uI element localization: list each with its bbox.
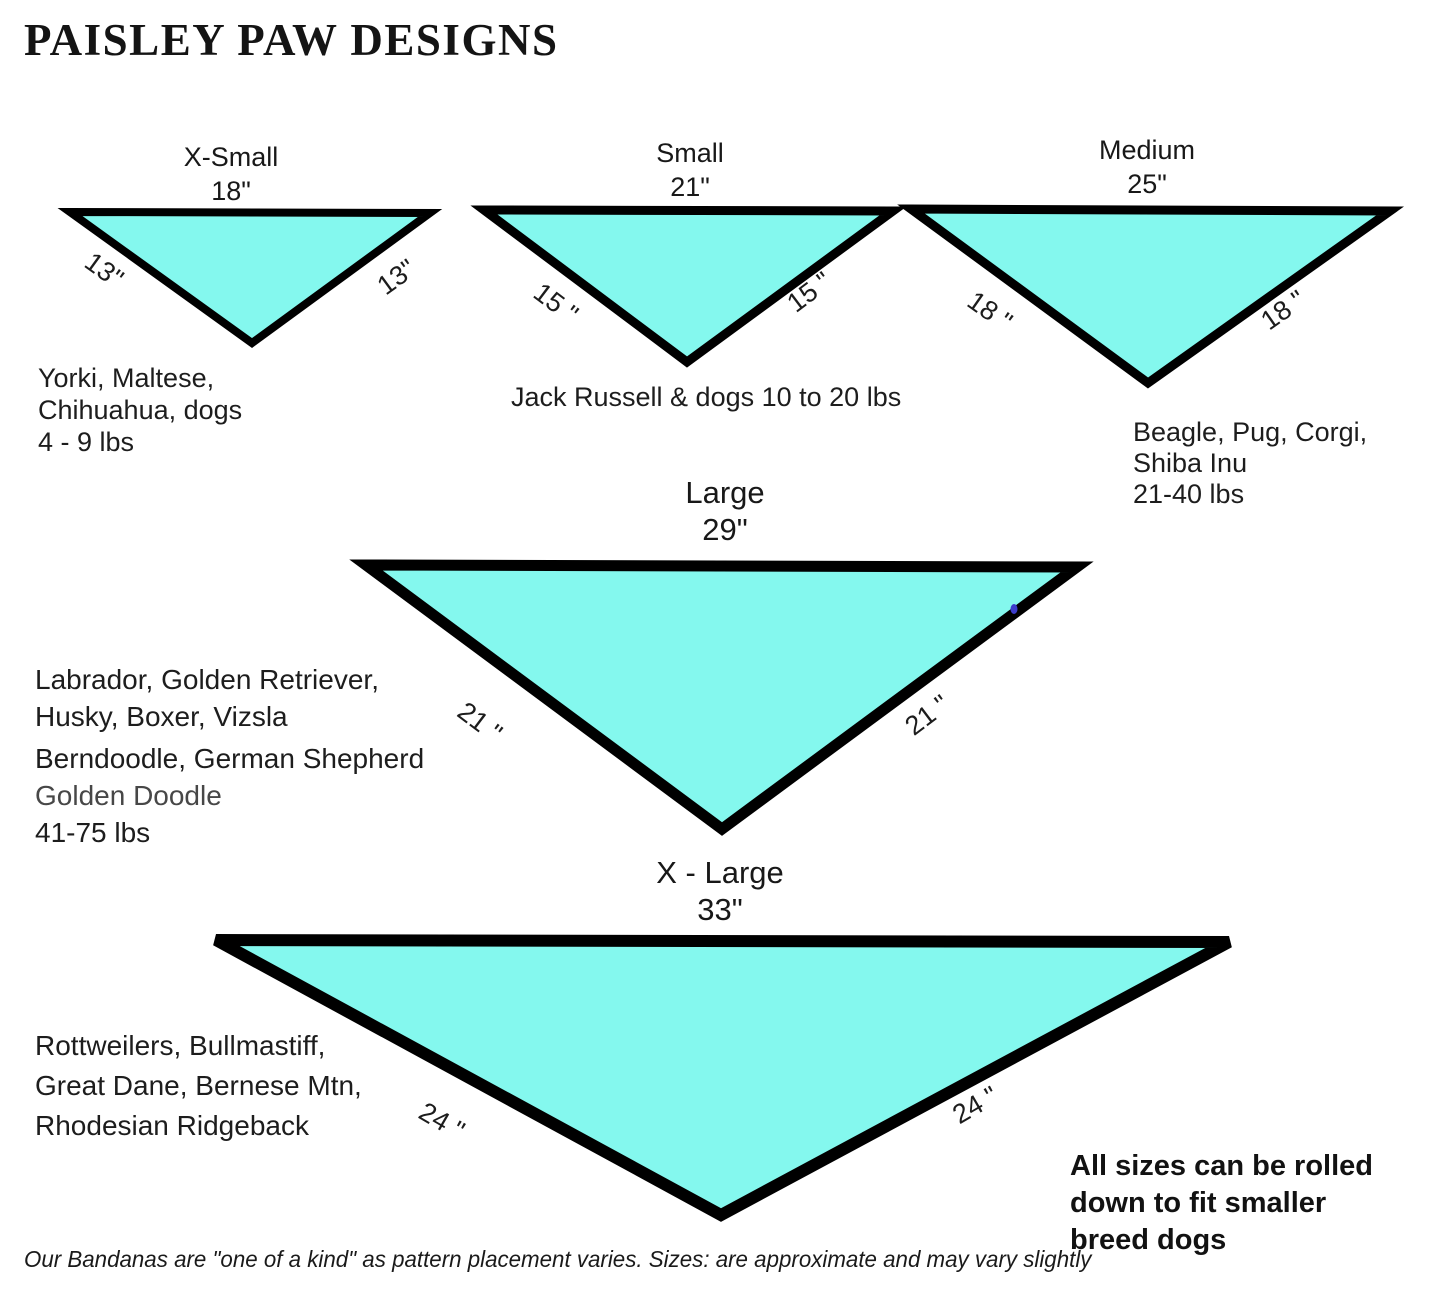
bandana-triangle-small <box>470 205 907 368</box>
size-name: Small <box>656 138 724 168</box>
size-heading-large: Large 29" <box>605 474 845 548</box>
size-tie-length: 33" <box>697 892 743 927</box>
size-heading-small: Small 21" <box>570 136 810 204</box>
breed-line: Husky, Boxer, Vizsla <box>35 701 288 732</box>
breed-line: 41-75 lbs <box>35 817 151 848</box>
size-tie-length: 25" <box>1127 169 1167 199</box>
size-heading-medium: Medium 25" <box>1027 133 1267 201</box>
size-tie-length: 29" <box>702 512 748 547</box>
breed-line: Rottweilers, Bullmastiff, <box>35 1030 326 1061</box>
breed-list-xlarge: Rottweilers, Bullmastiff, Great Dane, Be… <box>35 1026 362 1146</box>
breed-list-medium: Beagle, Pug, Corgi, Shiba Inu 21-40 lbs <box>1133 417 1367 510</box>
size-name: Large <box>685 475 765 510</box>
breed-line: 21-40 lbs <box>1133 479 1245 509</box>
breed-line: Great Dane, Bernese Mtn, <box>35 1070 362 1101</box>
size-tie-length: 18" <box>211 176 251 206</box>
breed-line: Jack Russell & dogs 10 to 20 lbs <box>511 382 902 412</box>
bandana-triangle-xsmall <box>57 207 443 348</box>
note-line: All sizes can be rolled <box>1070 1150 1373 1182</box>
brand-title: PAISLEY PAW DESIGNS <box>24 15 559 65</box>
breed-list-xsmall: Yorki, Maltese, Chihuahua, dogs 4 - 9 lb… <box>38 362 242 458</box>
size-name: X-Small <box>183 142 279 172</box>
breed-list-large: Labrador, Golden Retriever, Husky, Boxer… <box>35 661 424 851</box>
breed-line: Yorki, Maltese, <box>38 363 215 393</box>
breed-line: Beagle, Pug, Corgi, <box>1133 417 1368 447</box>
breed-list-small: Jack Russell & dogs 10 to 20 lbs <box>511 381 901 413</box>
breed-line: Berndoodle, German Shepherd <box>35 743 425 774</box>
size-heading-xlarge: X - Large 33" <box>600 854 840 928</box>
bandana-triangle-medium <box>897 204 1405 389</box>
note-line: down to fit smaller <box>1070 1187 1327 1219</box>
bandana-triangle-large <box>349 559 1094 836</box>
breed-line: Labrador, Golden Retriever, <box>35 664 379 695</box>
rolled-down-note: All sizes can be rolled down to fit smal… <box>1070 1148 1373 1259</box>
breed-line: 4 - 9 lbs <box>38 427 135 457</box>
breed-line: Rhodesian Ridgeback <box>35 1110 309 1141</box>
size-name: X - Large <box>656 855 784 890</box>
breed-line: Chihuahua, dogs <box>38 395 243 425</box>
size-name: Medium <box>1098 135 1196 165</box>
size-tie-length: 21" <box>670 172 710 202</box>
bandana-triangle-xlarge <box>213 934 1232 1222</box>
size-heading-xsmall: X-Small 18" <box>111 140 351 208</box>
breed-line: Shiba Inu <box>1133 448 1248 478</box>
breed-line: Golden Doodle <box>35 780 222 811</box>
stray-mark-dot <box>1010 604 1018 614</box>
disclaimer-text: Our Bandanas are "one of a kind" as patt… <box>24 1246 1092 1272</box>
note-line: breed dogs <box>1070 1224 1227 1256</box>
